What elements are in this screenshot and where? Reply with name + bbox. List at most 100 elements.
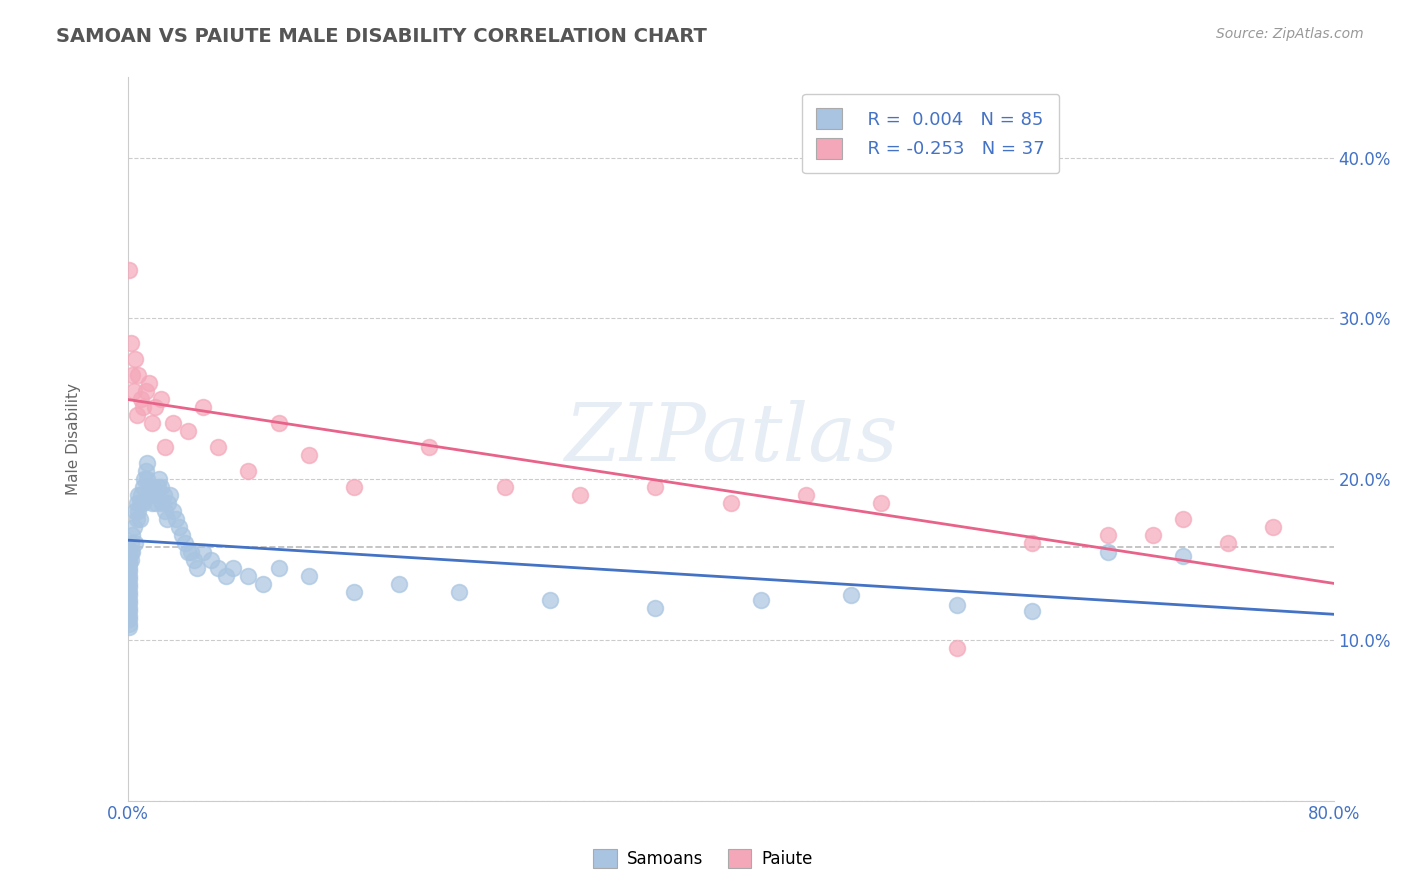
Point [191, 400, 214, 414]
Legend:   R =  0.004   N = 85,   R = -0.253   N = 37: R = 0.004 N = 85, R = -0.253 N = 37 [801, 94, 1059, 173]
Point [298, 448, 321, 462]
Point [207, 440, 229, 454]
Point [207, 560, 229, 574]
Point [118, 263, 141, 277]
Point [494, 480, 516, 494]
Point [267, 560, 290, 574]
Point [118, 560, 141, 574]
Point [141, 496, 163, 510]
Point [118, 580, 141, 594]
Point [125, 512, 148, 526]
Point [162, 504, 184, 518]
Point [946, 640, 969, 655]
Point [839, 588, 862, 602]
Point [121, 368, 143, 382]
Point [149, 480, 172, 494]
Point [568, 488, 591, 502]
Point [118, 556, 141, 570]
Point [538, 592, 561, 607]
Point [191, 544, 214, 558]
Point [134, 472, 156, 486]
Point [135, 464, 157, 478]
Point [418, 440, 440, 454]
Point [118, 572, 141, 586]
Point [120, 552, 142, 566]
Point [136, 456, 159, 470]
Point [644, 600, 666, 615]
Point [143, 400, 166, 414]
Point [143, 488, 166, 502]
Point [118, 596, 141, 610]
Point [128, 512, 150, 526]
Point [118, 604, 141, 618]
Point [238, 464, 260, 478]
Point [128, 496, 150, 510]
Point [127, 504, 149, 518]
Point [215, 568, 238, 582]
Point [1142, 528, 1164, 542]
Point [156, 512, 179, 526]
Point [177, 424, 200, 438]
Point [120, 544, 142, 558]
Point [118, 616, 141, 631]
Text: ZIPatlas: ZIPatlas [564, 401, 897, 478]
Point [200, 552, 222, 566]
Point [118, 608, 141, 623]
Point [139, 488, 162, 502]
Point [118, 576, 141, 591]
Point [127, 488, 149, 502]
Point [167, 520, 190, 534]
Point [138, 376, 160, 390]
Point [180, 544, 202, 558]
Point [298, 568, 321, 582]
Text: SAMOAN VS PAIUTE MALE DISABILITY CORRELATION CHART: SAMOAN VS PAIUTE MALE DISABILITY CORRELA… [56, 27, 707, 45]
Point [720, 496, 742, 510]
Point [1097, 544, 1119, 558]
Point [121, 528, 143, 542]
Point [388, 576, 411, 591]
Point [1171, 512, 1194, 526]
Point [122, 520, 145, 534]
Text: Male Disability: Male Disability [66, 383, 82, 495]
Point [186, 560, 208, 574]
Point [343, 584, 366, 599]
Point [870, 496, 893, 510]
Point [152, 496, 174, 510]
Point [159, 488, 181, 502]
Point [118, 552, 141, 566]
Point [118, 568, 141, 582]
Point [145, 496, 167, 510]
Point [124, 536, 146, 550]
Point [118, 564, 141, 578]
Point [177, 544, 200, 558]
Point [238, 568, 260, 582]
Point [118, 544, 141, 558]
Point [149, 392, 172, 406]
Point [449, 584, 471, 599]
Point [121, 544, 143, 558]
Point [141, 416, 163, 430]
Point [118, 620, 141, 634]
Point [122, 384, 145, 398]
Point [252, 576, 274, 591]
Point [267, 416, 290, 430]
Point [142, 480, 165, 494]
Point [118, 600, 141, 615]
Point [1171, 549, 1194, 564]
Point [749, 592, 772, 607]
Point [138, 480, 160, 494]
Point [132, 496, 155, 510]
Point [135, 384, 157, 398]
Point [174, 536, 197, 550]
Point [1021, 604, 1043, 618]
Point [1216, 536, 1239, 550]
Point [131, 488, 153, 502]
Point [127, 368, 149, 382]
Point [794, 488, 817, 502]
Point [120, 335, 142, 350]
Point [1021, 536, 1043, 550]
Point [153, 488, 176, 502]
Point [1263, 520, 1285, 534]
Point [157, 496, 180, 510]
Point [136, 472, 159, 486]
